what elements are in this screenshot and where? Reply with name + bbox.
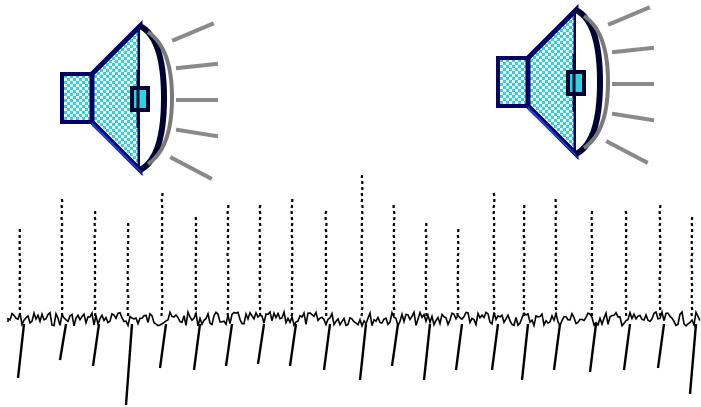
spike-down xyxy=(322,323,332,371)
spike-down xyxy=(552,323,562,371)
spike-up xyxy=(18,228,22,317)
spike-up xyxy=(690,216,694,317)
spike-down xyxy=(158,323,168,369)
spike-down xyxy=(224,323,234,367)
spike-up xyxy=(126,223,130,317)
spike-up xyxy=(160,192,164,317)
spike-down xyxy=(390,323,400,367)
spike-up xyxy=(60,198,64,317)
neural-spike-trace xyxy=(7,174,701,406)
spike-up xyxy=(93,210,97,317)
spike-down xyxy=(358,323,368,381)
spike-up xyxy=(554,198,558,317)
spike-up xyxy=(522,205,526,317)
spike-up xyxy=(360,174,364,317)
spike-down xyxy=(490,323,500,371)
spike-down xyxy=(16,323,26,379)
spike-up xyxy=(290,198,294,317)
spike-down xyxy=(688,323,698,395)
spike-down xyxy=(91,323,101,367)
spike-down xyxy=(58,323,68,361)
spike-up xyxy=(392,205,396,317)
spike-down xyxy=(454,323,464,371)
spike-down xyxy=(622,323,632,371)
sound-waves-icon xyxy=(605,5,655,165)
spike-up xyxy=(226,205,230,317)
spike-down xyxy=(656,323,666,369)
spike-down xyxy=(192,323,202,371)
spike-up xyxy=(324,210,328,316)
spike-down xyxy=(588,323,598,373)
spike-down xyxy=(520,323,530,381)
spike-down xyxy=(256,323,266,365)
spike-up xyxy=(590,210,594,317)
sound-waves-icon xyxy=(169,21,219,181)
spike-down xyxy=(288,323,298,367)
spike-up xyxy=(424,222,428,316)
speaker-left-icon xyxy=(60,19,219,181)
spike-down xyxy=(422,323,432,381)
spike-up xyxy=(658,204,662,317)
spike-down xyxy=(124,323,134,406)
spike-up xyxy=(258,204,262,317)
spike-up xyxy=(492,192,496,317)
speaker-right-icon xyxy=(496,3,655,165)
spike-up xyxy=(624,210,628,317)
waveform-baseline xyxy=(7,309,701,329)
spike-up xyxy=(456,228,460,317)
spike-up xyxy=(194,216,198,317)
